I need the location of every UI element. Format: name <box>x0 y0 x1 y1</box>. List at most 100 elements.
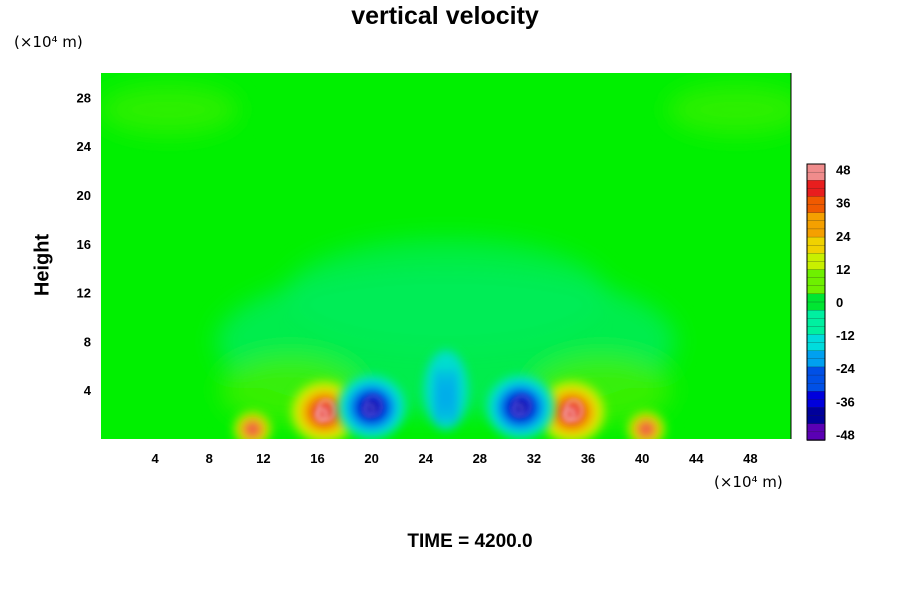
colorbar-band <box>806 407 826 417</box>
colorbar-tick-label: -24 <box>836 361 856 376</box>
updraft-swirl <box>562 408 575 423</box>
colorbar-band <box>806 366 826 376</box>
y-tick-label: 24 <box>77 139 92 154</box>
colorbar-band <box>806 374 826 384</box>
y-axis-ticks: 4 8 12 16 20 24 28 <box>77 90 92 398</box>
chart-title: vertical velocity <box>351 2 539 30</box>
y-tick-label: 20 <box>77 188 91 203</box>
colorbar-band <box>806 180 826 190</box>
colorbar-band <box>806 220 826 230</box>
x-tick-label: 4 <box>152 451 160 466</box>
updraft-halo <box>627 411 665 439</box>
colorbar-band <box>806 277 826 287</box>
x-tick-label: 8 <box>206 451 213 466</box>
updraft-core <box>315 399 336 423</box>
colorbar-band <box>806 423 826 433</box>
y-tick-label: 8 <box>84 334 91 349</box>
downdraft-swirl <box>362 403 375 418</box>
colorbar-tick-label: -36 <box>836 394 855 409</box>
colorbar-band <box>806 301 826 311</box>
colorbar-band <box>806 253 826 263</box>
updraft-cell <box>233 411 272 439</box>
downdraft-column-outer <box>424 350 468 431</box>
colorbar-band <box>806 228 826 238</box>
colorbar-tick-label: 24 <box>836 229 851 244</box>
x-tick-label: 12 <box>256 451 270 466</box>
colorbar-band <box>806 391 826 401</box>
field-layer <box>101 73 791 439</box>
updraft-cell <box>537 380 606 439</box>
updraft-halo <box>233 411 272 439</box>
colorbar-band <box>806 318 826 328</box>
plot-area <box>101 73 792 439</box>
x-tick-label: 40 <box>635 451 649 466</box>
colorbar: 48 36 24 12 0 -12 -24 -36 -48 <box>806 163 856 442</box>
x-axis-ticks: 4 8 12 16 20 24 28 32 36 40 44 48 <box>152 451 758 466</box>
downdraft-cell <box>424 350 468 431</box>
x-tick-label: 44 <box>689 451 704 466</box>
colorbar-band <box>806 269 826 279</box>
colorbar-band <box>806 163 826 173</box>
colorbar-band <box>806 196 826 206</box>
colorbar-band <box>806 236 826 246</box>
colorbar-band <box>806 334 826 344</box>
weak-downdraft-region <box>286 237 606 348</box>
downdraft-column-core <box>447 368 457 425</box>
colorbar-tick-label: 12 <box>836 262 850 277</box>
colorbar-band <box>806 245 826 255</box>
colorbar-band <box>806 204 826 214</box>
colorbar-band <box>806 326 826 336</box>
colorbar-band <box>806 415 826 425</box>
y-axis-unit: (×10⁴ m) <box>14 33 83 51</box>
downdraft-column-core <box>435 368 445 425</box>
updraft-contour <box>643 426 650 433</box>
updraft-cell <box>627 411 665 439</box>
downdraft-cell <box>337 375 406 439</box>
colorbar-band <box>806 309 826 319</box>
downdraft-cell <box>486 375 555 439</box>
colorbar-band <box>806 171 826 181</box>
x-tick-label: 36 <box>581 451 595 466</box>
colorbar-tick-label: -12 <box>836 328 855 343</box>
colorbar-band <box>806 285 826 295</box>
colorbar-band <box>806 358 826 368</box>
colorbar-band <box>806 188 826 198</box>
colorbar-tick-label: 36 <box>836 196 850 211</box>
updraft-contour <box>249 426 256 433</box>
colorbar-tick-label: -48 <box>836 427 855 442</box>
x-tick-label: 20 <box>364 451 378 466</box>
updraft-core <box>562 399 583 423</box>
weak-updraft-region <box>666 84 791 135</box>
x-tick-label: 32 <box>527 451 541 466</box>
time-label: TIME = 4200.0 <box>407 531 533 552</box>
x-axis-unit: (×10⁴ m) <box>714 473 783 491</box>
colorbar-band <box>806 342 826 352</box>
downdraft-core <box>362 394 383 418</box>
weak-motion-shading <box>101 84 791 426</box>
updraft-swirl <box>315 408 328 423</box>
downdraft-core <box>511 394 532 418</box>
colorbar-band <box>806 293 826 303</box>
downdraft-halo <box>486 375 555 439</box>
y-tick-label: 12 <box>77 286 91 301</box>
colorbar-band <box>806 212 826 222</box>
weak-updraft-region <box>101 84 239 135</box>
feature-layer <box>233 350 665 439</box>
colorbar-band <box>806 399 826 409</box>
colorbar-tick-label: 0 <box>836 295 843 310</box>
downdraft-swirl <box>511 403 524 418</box>
colorbar-band <box>806 350 826 360</box>
colorbar-band <box>806 261 826 271</box>
downdraft-halo <box>337 375 406 439</box>
y-tick-label: 28 <box>77 90 91 105</box>
y-tick-label: 4 <box>84 383 92 398</box>
x-tick-label: 28 <box>473 451 487 466</box>
x-tick-label: 48 <box>743 451 757 466</box>
colorbar-band <box>806 383 826 393</box>
x-tick-label: 16 <box>310 451 324 466</box>
x-tick-label: 24 <box>418 451 433 466</box>
downdraft-column <box>424 350 468 431</box>
colorbar-frame <box>806 163 826 441</box>
y-tick-label: 16 <box>77 237 91 252</box>
